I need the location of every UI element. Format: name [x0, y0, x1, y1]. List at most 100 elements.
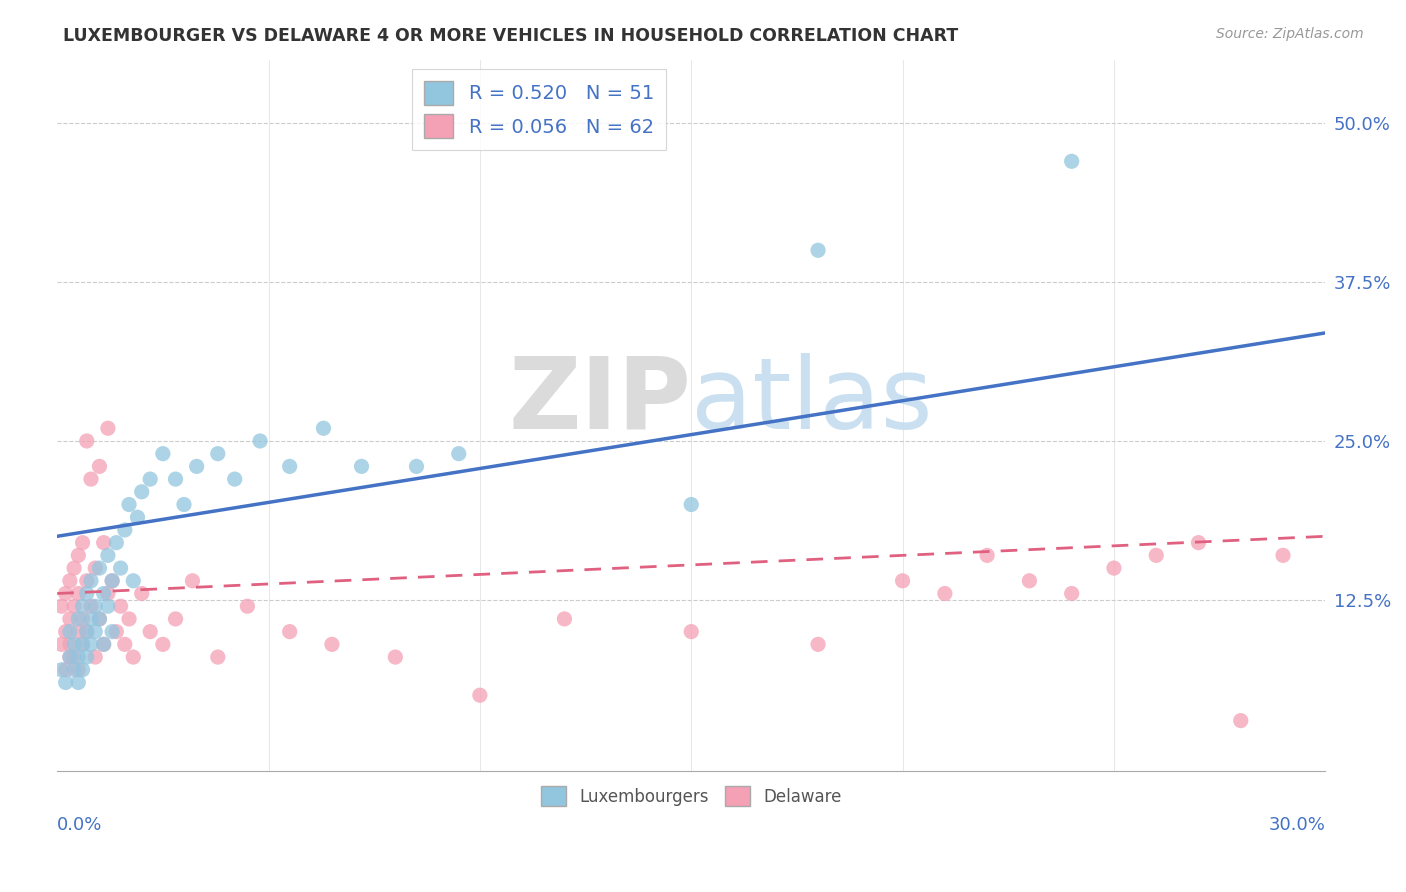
- Point: [110, 599, 132, 614]
- Point: [165, 612, 187, 626]
- Point: [101, 574, 124, 588]
- Point: [350, 459, 373, 474]
- Point: [249, 434, 271, 448]
- Point: [118, 612, 141, 626]
- Point: [67, 675, 90, 690]
- Point: [101, 624, 124, 639]
- Point: [236, 599, 259, 614]
- Point: [80, 599, 103, 614]
- Point: [80, 574, 103, 588]
- Point: [93, 637, 115, 651]
- Text: ZIP: ZIP: [509, 353, 692, 450]
- Point: [131, 586, 153, 600]
- Point: [152, 637, 174, 651]
- Point: [553, 612, 575, 626]
- Point: [51, 663, 73, 677]
- Point: [384, 650, 406, 665]
- Point: [67, 624, 90, 639]
- Point: [84, 624, 107, 639]
- Text: Source: ZipAtlas.com: Source: ZipAtlas.com: [1216, 27, 1364, 41]
- Point: [72, 599, 94, 614]
- Point: [207, 447, 229, 461]
- Point: [76, 434, 98, 448]
- Point: [63, 637, 86, 651]
- Point: [224, 472, 246, 486]
- Point: [807, 637, 830, 651]
- Point: [681, 498, 703, 512]
- Point: [93, 535, 115, 549]
- Point: [97, 421, 120, 435]
- Point: [1272, 549, 1295, 563]
- Point: [127, 510, 149, 524]
- Point: [1018, 574, 1040, 588]
- Point: [1060, 586, 1083, 600]
- Point: [63, 663, 86, 677]
- Point: [67, 549, 90, 563]
- Point: [89, 459, 111, 474]
- Point: [80, 637, 103, 651]
- Point: [51, 637, 73, 651]
- Point: [63, 561, 86, 575]
- Point: [55, 663, 77, 677]
- Text: 0.0%: 0.0%: [58, 816, 103, 834]
- Point: [165, 472, 187, 486]
- Point: [118, 498, 141, 512]
- Point: [59, 612, 82, 626]
- Point: [67, 650, 90, 665]
- Point: [139, 472, 162, 486]
- Point: [63, 650, 86, 665]
- Point: [59, 637, 82, 651]
- Point: [405, 459, 427, 474]
- Point: [891, 574, 914, 588]
- Point: [186, 459, 208, 474]
- Point: [76, 624, 98, 639]
- Point: [55, 624, 77, 639]
- Point: [207, 650, 229, 665]
- Point: [278, 459, 301, 474]
- Point: [59, 650, 82, 665]
- Point: [152, 447, 174, 461]
- Point: [59, 574, 82, 588]
- Point: [278, 624, 301, 639]
- Point: [72, 637, 94, 651]
- Point: [72, 663, 94, 677]
- Point: [976, 549, 998, 563]
- Point: [807, 244, 830, 258]
- Point: [55, 586, 77, 600]
- Point: [93, 586, 115, 600]
- Text: atlas: atlas: [692, 353, 932, 450]
- Point: [110, 561, 132, 575]
- Legend: Luxembourgers, Delaware: Luxembourgers, Delaware: [534, 780, 848, 813]
- Point: [1102, 561, 1125, 575]
- Point: [84, 650, 107, 665]
- Point: [934, 586, 956, 600]
- Point: [93, 637, 115, 651]
- Text: LUXEMBOURGER VS DELAWARE 4 OR MORE VEHICLES IN HOUSEHOLD CORRELATION CHART: LUXEMBOURGER VS DELAWARE 4 OR MORE VEHIC…: [63, 27, 959, 45]
- Point: [55, 675, 77, 690]
- Point: [84, 561, 107, 575]
- Point: [84, 599, 107, 614]
- Point: [89, 612, 111, 626]
- Point: [181, 574, 204, 588]
- Point: [67, 612, 90, 626]
- Point: [76, 574, 98, 588]
- Point: [681, 624, 703, 639]
- Point: [72, 637, 94, 651]
- Point: [76, 586, 98, 600]
- Point: [122, 650, 145, 665]
- Point: [114, 523, 136, 537]
- Point: [67, 586, 90, 600]
- Point: [67, 663, 90, 677]
- Point: [80, 472, 103, 486]
- Point: [173, 498, 195, 512]
- Point: [114, 637, 136, 651]
- Point: [59, 624, 82, 639]
- Point: [139, 624, 162, 639]
- Point: [321, 637, 343, 651]
- Point: [97, 549, 120, 563]
- Point: [101, 574, 124, 588]
- Point: [447, 447, 470, 461]
- Point: [105, 535, 128, 549]
- Point: [72, 612, 94, 626]
- Point: [1144, 549, 1167, 563]
